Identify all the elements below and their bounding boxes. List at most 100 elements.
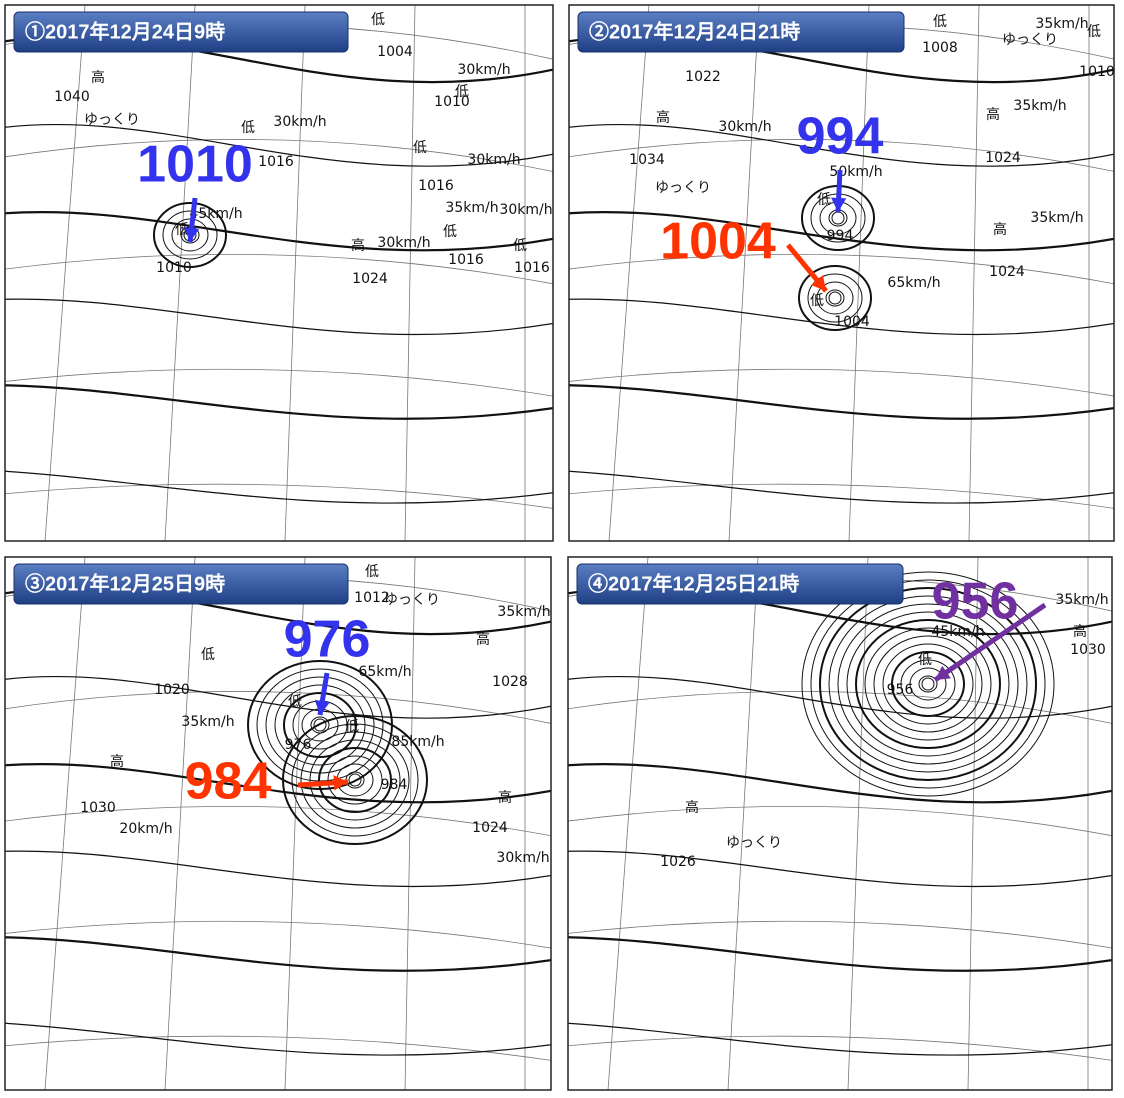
- graticule: [728, 5, 760, 541]
- map-label: 1016: [514, 260, 550, 276]
- map-label: 1004: [377, 44, 413, 60]
- isobar: [5, 211, 553, 252]
- map-label: 65km/h: [358, 664, 411, 680]
- map-label: 1030: [1070, 642, 1106, 658]
- map-background: [569, 5, 1114, 541]
- map-label: ゆっくり: [1002, 32, 1058, 48]
- map-label: 1016: [258, 154, 294, 170]
- panel-title: ③2017年12月25日9時: [25, 571, 225, 595]
- graticule: [5, 253, 553, 285]
- isobar: [569, 123, 1114, 167]
- isobar: [816, 281, 854, 315]
- title-badge: [13, 563, 349, 605]
- graticule: [727, 557, 759, 1090]
- map-label: ゆっくり: [726, 835, 782, 851]
- isobar: [568, 675, 1112, 719]
- map-label: 20km/h: [119, 821, 172, 837]
- highlight-arrowhead: [183, 227, 200, 242]
- highlight-pressure: 976: [284, 611, 371, 669]
- map-label: 1024: [985, 150, 1021, 166]
- graticule: [568, 691, 1112, 724]
- isobar: [5, 298, 553, 336]
- isobar: [5, 1022, 551, 1056]
- low-center: [348, 773, 362, 787]
- isobar: [819, 587, 1037, 781]
- isobar: [825, 289, 845, 307]
- map-label: 低: [513, 238, 527, 254]
- isobar: [855, 619, 1001, 749]
- isobar: [153, 202, 227, 268]
- graticule: [847, 557, 869, 1090]
- panel-title: ①2017年12月24日9時: [25, 19, 225, 43]
- panel-title: ④2017年12月25日21時: [588, 571, 799, 595]
- map-label: 1020: [154, 682, 190, 698]
- map-panel: 高1040ゆっくり低100430km/h低1016低30km/h1016低30k…: [4, 4, 554, 542]
- isobar: [5, 675, 551, 719]
- panel-frame: [4, 556, 552, 1091]
- graticule: [5, 483, 553, 509]
- isobar: [569, 470, 1114, 504]
- graticule: [284, 557, 306, 1090]
- isobar: [801, 571, 1055, 797]
- highlight-pressure: 1010: [137, 136, 253, 194]
- panel-frame: [568, 4, 1115, 542]
- map-label: 50km/h: [829, 164, 882, 180]
- map-label: 30km/h: [496, 850, 549, 866]
- map-label: 低: [918, 652, 932, 668]
- map-label: 35km/h: [1035, 16, 1088, 32]
- map-label: 35km/h: [1055, 592, 1108, 608]
- map-body: [5, 557, 551, 1090]
- map-label: 低: [810, 293, 824, 309]
- isobar: [171, 218, 209, 252]
- map-label: 低: [288, 694, 302, 710]
- map-label: 1022: [685, 69, 721, 85]
- map-label: 45km/h: [189, 206, 242, 222]
- map-label: 低: [1087, 24, 1101, 40]
- map-label: 65km/h: [887, 275, 940, 291]
- graticule: [164, 557, 196, 1090]
- panel-frame: [567, 556, 1113, 1091]
- graticule: [5, 1035, 551, 1061]
- map-label: 1004: [834, 314, 870, 330]
- map-label: 1040: [54, 89, 90, 105]
- map-label: 1010: [1079, 64, 1115, 80]
- isobar: [807, 273, 863, 323]
- isobar: [891, 651, 965, 717]
- map-label: 35km/h: [497, 604, 550, 620]
- highlight-arrowhead: [811, 275, 826, 291]
- panel-frame: [4, 4, 554, 542]
- isobar: [873, 635, 983, 733]
- map-label: 30km/h: [377, 235, 430, 251]
- map-label: 高: [1073, 623, 1087, 640]
- isobar: [568, 1022, 1112, 1056]
- map-label: 低: [201, 647, 215, 663]
- graticule: [569, 368, 1114, 397]
- map-label: 35km/h: [1013, 98, 1066, 114]
- isobar: [568, 936, 1112, 972]
- isobar: [300, 731, 410, 829]
- map-label: 低: [455, 84, 469, 100]
- map-label: 30km/h: [273, 114, 326, 130]
- isobar: [569, 384, 1114, 420]
- isobar: [798, 265, 872, 331]
- map-label: 1028: [492, 674, 528, 690]
- isobar: [918, 675, 938, 693]
- isobar: [5, 123, 553, 167]
- isobar: [864, 627, 992, 741]
- map-label: 35km/h: [181, 714, 234, 730]
- map-label: 高: [498, 789, 512, 806]
- map-label: 35km/h: [1030, 210, 1083, 226]
- isobar: [909, 667, 947, 701]
- graticule: [569, 483, 1114, 509]
- map-label: 1024: [472, 820, 508, 836]
- map-background: [568, 557, 1112, 1090]
- isobar: [309, 739, 401, 821]
- map-label: 高: [986, 106, 1000, 123]
- title-badge: [576, 563, 904, 605]
- highlight-arrowhead: [333, 775, 348, 791]
- map-background: [5, 5, 553, 541]
- isobar: [318, 747, 392, 813]
